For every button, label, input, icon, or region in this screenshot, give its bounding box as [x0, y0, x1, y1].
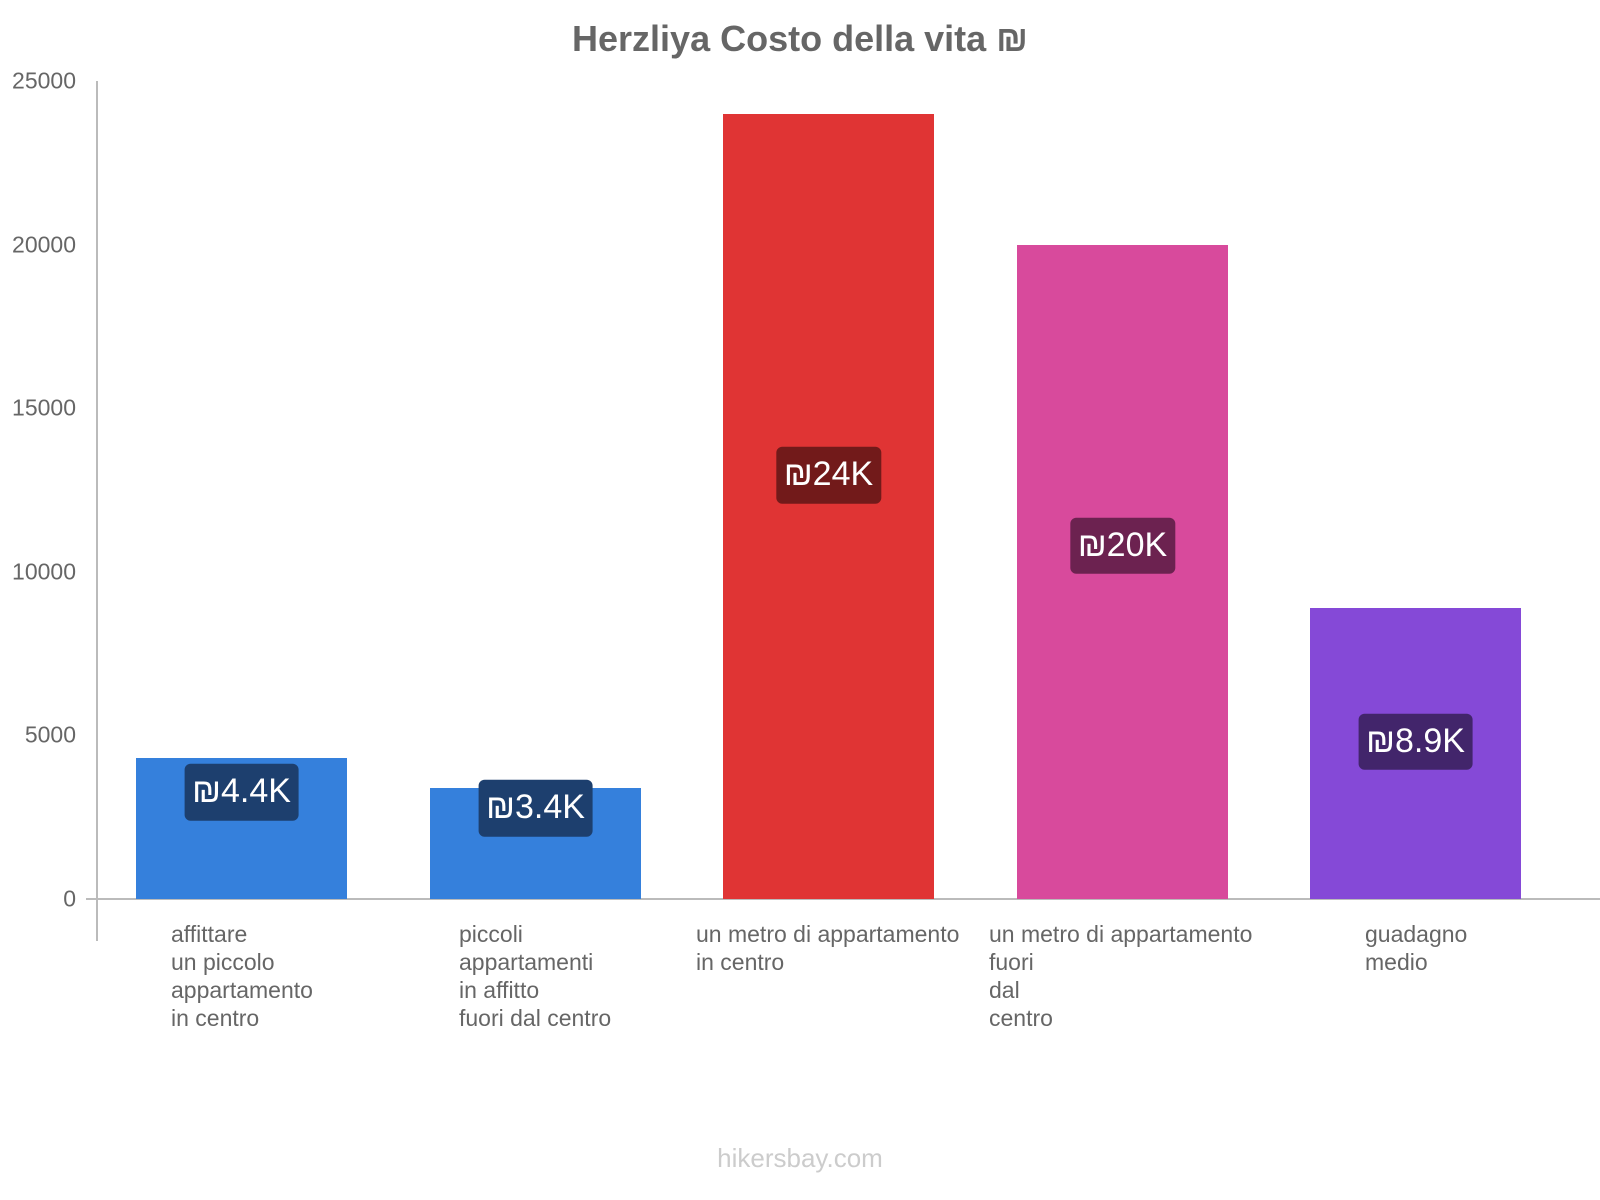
y-axis-line	[96, 81, 98, 941]
x-category-label: un metro di appartamento in centro	[696, 921, 960, 975]
y-tick-label: 0	[63, 885, 76, 912]
y-tick-label: 5000	[24, 721, 76, 748]
x-category-label: affittare un piccolo appartamento in cen…	[171, 921, 313, 1031]
bar-value-label: ₪8.9K	[1358, 713, 1473, 771]
bar[interactable]	[723, 114, 934, 899]
x-axis-line	[86, 898, 1600, 900]
x-category-label: un metro di appartamento fuori dal centr…	[989, 921, 1253, 1031]
bar-value-label: ₪20K	[1069, 517, 1176, 575]
watermark: hikersbay.com	[717, 1143, 883, 1173]
x-category-label: piccoli appartamenti in affitto fuori da…	[459, 921, 612, 1031]
x-category-label: guadagno medio	[1365, 921, 1468, 975]
bar-value-label: ₪3.4K	[478, 779, 593, 837]
y-tick-label: 15000	[12, 394, 76, 421]
y-tick-label: 25000	[12, 67, 76, 94]
bar-value-label: ₪24K	[775, 446, 882, 504]
y-tick-label: 20000	[12, 231, 76, 258]
y-tick-label: 10000	[12, 558, 76, 585]
chart-title: Herzliya Costo della vita ₪	[572, 18, 1028, 59]
bar-value-label: ₪4.4K	[184, 763, 299, 821]
